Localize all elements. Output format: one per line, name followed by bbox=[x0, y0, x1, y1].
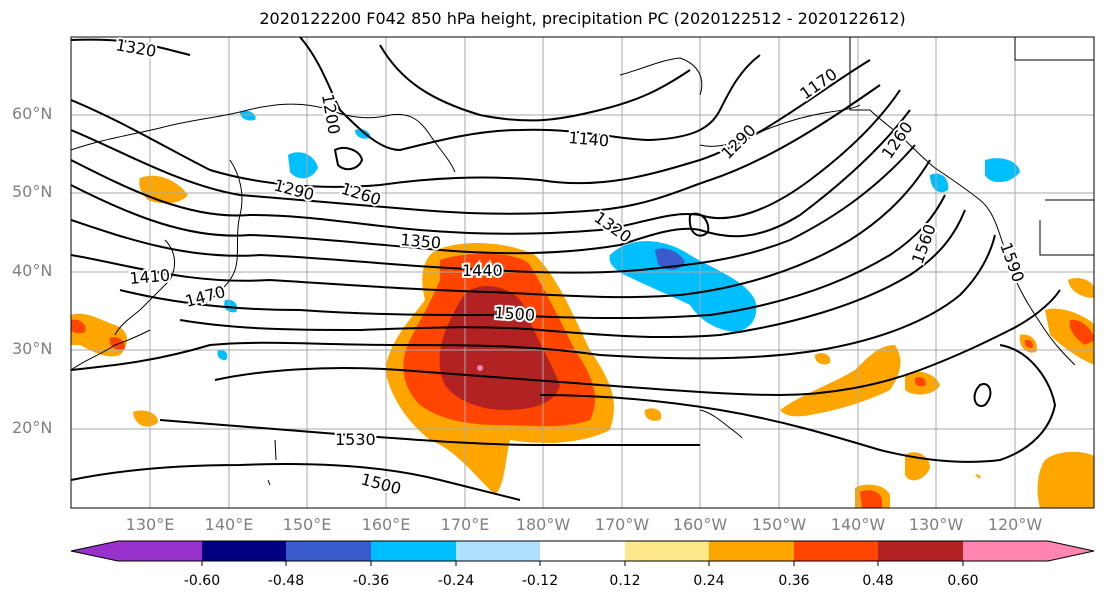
lon-label-160e: 160°E bbox=[361, 515, 411, 534]
colorbar bbox=[70, 540, 1095, 566]
lat-label-60n: 60°N bbox=[12, 104, 53, 123]
lon-label-130w: 130°W bbox=[908, 515, 964, 534]
contour-label: 1320 bbox=[591, 208, 635, 247]
contour-label: 1350 bbox=[400, 230, 442, 252]
colorbar-tick-label: 0.24 bbox=[693, 573, 725, 589]
contour-label: 1590 bbox=[996, 240, 1028, 285]
lon-label-140e: 140°E bbox=[204, 515, 254, 534]
colorbar-segment bbox=[709, 541, 794, 561]
colorbar-segment bbox=[456, 541, 540, 561]
precip-positive-east bbox=[644, 278, 1094, 508]
contour-label: 1500 bbox=[359, 470, 403, 499]
contour-label: 1140 bbox=[568, 128, 610, 150]
lon-label-150e: 150°E bbox=[282, 515, 332, 534]
lon-label-170e: 170°E bbox=[440, 515, 490, 534]
colorbar-segment bbox=[202, 541, 286, 561]
lat-label-40n: 40°N bbox=[12, 261, 53, 280]
contour-label: 1440 bbox=[462, 261, 503, 280]
height-contours bbox=[71, 37, 1061, 501]
colorbar-segment bbox=[878, 541, 963, 561]
colorbar-segment bbox=[625, 541, 709, 561]
contour-label: 1560 bbox=[908, 222, 940, 267]
map-title: 2020122200 F042 850 hPa height, precipit… bbox=[259, 9, 906, 28]
colorbar-segment bbox=[371, 541, 456, 561]
contour-label: 1170 bbox=[796, 64, 840, 103]
colorbar-tick-label: -0.48 bbox=[267, 573, 305, 589]
lon-label-160w: 160°W bbox=[672, 515, 728, 534]
contour-label: 1320 bbox=[114, 35, 157, 61]
precip-negative bbox=[217, 110, 1020, 361]
colorbar-tick-label: -0.60 bbox=[183, 573, 221, 589]
map-frame bbox=[70, 36, 1095, 509]
lon-label-170w: 170°W bbox=[594, 515, 650, 534]
contour-label: 1530 bbox=[335, 430, 376, 449]
contour-label: 1200 bbox=[318, 92, 344, 135]
colorbar-outline bbox=[70, 540, 1095, 562]
colorbar-segment bbox=[963, 541, 1094, 561]
colorbar-segment bbox=[540, 541, 625, 561]
colorbar-segment bbox=[286, 541, 371, 561]
lon-label-130e: 130°E bbox=[125, 515, 175, 534]
colorbar-segment bbox=[794, 541, 878, 561]
lon-label-120w: 120°W bbox=[987, 515, 1043, 534]
colorbar-tick-label: 0.12 bbox=[609, 573, 641, 589]
lon-label-140w: 140°W bbox=[830, 515, 886, 534]
lat-label-30n: 30°N bbox=[12, 339, 53, 358]
colorbar-tick-label: 0.48 bbox=[862, 573, 894, 589]
colorbar-tick-label: -0.12 bbox=[521, 573, 559, 589]
colorbar-tick-label: 0.36 bbox=[778, 573, 810, 589]
colorbar-segment bbox=[71, 541, 202, 561]
precip-positive-main bbox=[385, 242, 614, 495]
contour-label: 1410 bbox=[129, 266, 171, 288]
lat-label-50n: 50°N bbox=[12, 182, 53, 201]
colorbar-tick-label: 0.60 bbox=[947, 573, 979, 589]
colorbar-tick-label: -0.36 bbox=[352, 573, 390, 589]
lon-label-150w: 150°W bbox=[751, 515, 807, 534]
contour-label: 1290 bbox=[717, 121, 759, 163]
colorbar-tick-label: -0.24 bbox=[437, 573, 475, 589]
lat-label-20n: 20°N bbox=[12, 418, 53, 437]
lon-label-180w: 180°W bbox=[515, 515, 571, 534]
coastlines bbox=[71, 37, 1094, 486]
contour-label: 1500 bbox=[494, 303, 536, 325]
